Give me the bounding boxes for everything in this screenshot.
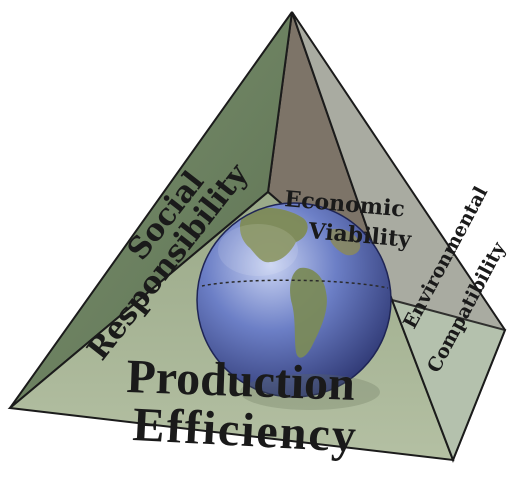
front-right-tint (390, 298, 507, 463)
globe-icon (196, 202, 392, 398)
globe-shadow (240, 374, 380, 410)
label-efficiency: Efficiency (131, 398, 359, 463)
label-production: Production (126, 350, 356, 411)
